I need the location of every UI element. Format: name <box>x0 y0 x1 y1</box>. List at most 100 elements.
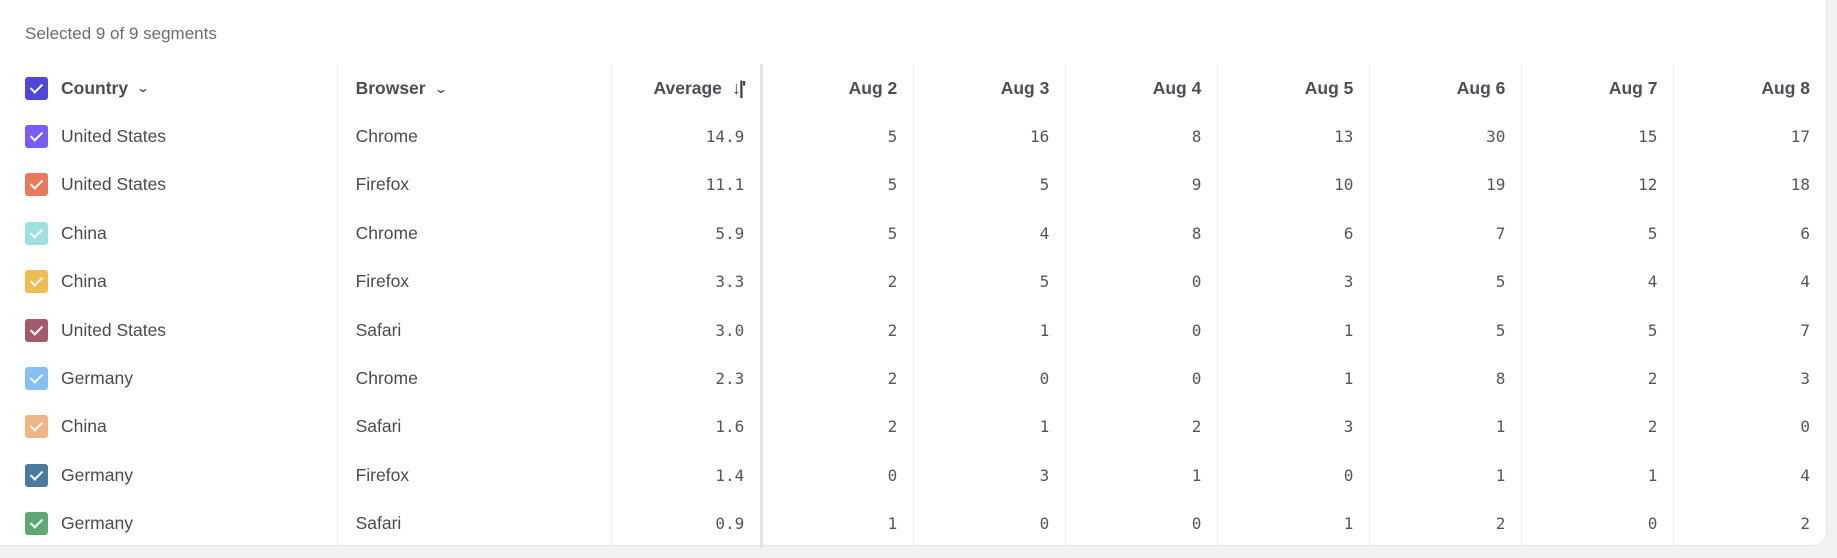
average-cell: 5.9 <box>610 209 764 258</box>
segment-checkbox[interactable] <box>25 367 48 391</box>
browser-header-label: Browser <box>355 78 426 99</box>
browser-column-header[interactable]: Browser ⌄ <box>336 64 612 113</box>
country-column-header[interactable]: Country ⌄ <box>0 64 337 112</box>
value-cell: 3 <box>913 451 1066 500</box>
segment-checkbox[interactable] <box>25 318 48 342</box>
country-label: Germany <box>61 513 133 534</box>
value-cell: 0 <box>1217 451 1370 500</box>
table-row[interactable]: China Safari 1.6 2 1 2 3 1 2 0 <box>0 402 1826 452</box>
browser-cell: Chrome <box>336 354 612 403</box>
value-cell: 0 <box>1065 499 1218 548</box>
country-label: Germany <box>61 464 133 485</box>
country-cell: China <box>0 258 337 306</box>
table-row[interactable]: United States Firefox 11.1 5 5 9 10 19 12 18 <box>0 160 1826 210</box>
country-cell: Germany <box>0 500 337 548</box>
date-column-header[interactable]: Aug 6 <box>1369 64 1522 113</box>
value-cell: 2 <box>1065 402 1218 452</box>
value-cell: 2 <box>1369 499 1522 548</box>
table-row[interactable]: United States Chrome 14.9 5 16 8 13 30 15 17 <box>0 112 1826 161</box>
date-column-header[interactable]: Aug 5 <box>1217 64 1370 113</box>
table-row[interactable]: China Chrome 5.9 5 4 8 6 7 5 6 <box>0 209 1826 258</box>
value-cell: 18 <box>1673 160 1826 210</box>
country-label: United States <box>61 174 167 195</box>
segment-checkbox[interactable] <box>25 173 48 197</box>
table-row[interactable]: Germany Safari 0.9 1 0 0 1 2 0 2 <box>0 499 1826 548</box>
average-cell: 1.6 <box>610 402 764 452</box>
value-cell: 0 <box>913 354 1066 403</box>
value-cell: 1 <box>1217 305 1370 355</box>
value-cell: 4 <box>1673 451 1826 500</box>
date-column-header[interactable]: Aug 2 <box>848 77 898 98</box>
value-cell: 15 <box>1521 112 1674 161</box>
value-cell: 12 <box>1521 160 1674 210</box>
country-label: China <box>61 271 107 292</box>
chevron-down-icon[interactable]: ⌄ <box>433 81 448 96</box>
segment-checkbox[interactable] <box>25 512 48 536</box>
value-cell: 1 <box>913 402 1066 452</box>
value-cell: 9 <box>1065 160 1218 210</box>
country-label: China <box>61 222 107 243</box>
value-cell: 8 <box>1369 354 1522 403</box>
value-cell: 7 <box>1369 209 1522 258</box>
date-column-header[interactable]: Aug 4 <box>1065 64 1218 113</box>
table-row[interactable]: China Firefox 3.3 2 5 0 3 5 4 4 <box>0 257 1826 306</box>
value-cell: 5 <box>1521 209 1674 258</box>
value-cell: 5 <box>1369 257 1522 306</box>
average-cell: 3.3 <box>610 257 764 306</box>
browser-cell: Safari <box>336 305 612 355</box>
browser-cell: Firefox <box>336 257 612 306</box>
date-column-header[interactable]: Aug 8 <box>1673 64 1826 113</box>
table-row[interactable]: Germany Chrome 2.3 2 0 0 1 8 2 3 <box>0 354 1826 403</box>
country-label: Germany <box>61 368 133 389</box>
chevron-down-icon[interactable]: ⌄ <box>136 81 151 96</box>
country-cell: Germany <box>0 451 337 499</box>
segment-checkbox[interactable] <box>25 221 48 245</box>
value-cell: 5 <box>887 223 898 243</box>
value-cell: 0 <box>1065 305 1218 355</box>
value-cell: 10 <box>1217 160 1370 210</box>
value-cell: 4 <box>913 209 1066 258</box>
value-cell: 4 <box>1673 257 1826 306</box>
value-cell: 8 <box>1065 112 1218 161</box>
segment-checkbox[interactable] <box>25 415 48 439</box>
value-cell: 2 <box>887 417 898 437</box>
country-label: United States <box>61 126 167 147</box>
browser-cell: Firefox <box>336 160 612 210</box>
value-cell: 1 <box>1217 499 1370 548</box>
country-header-label: Country <box>61 77 129 98</box>
date-column-header[interactable]: Aug 3 <box>913 64 1066 113</box>
value-cell: 7 <box>1673 305 1826 355</box>
average-cell: 0.9 <box>610 499 764 548</box>
value-cell: 3 <box>1217 402 1370 452</box>
value-cell: 6 <box>1673 209 1826 258</box>
value-cell: 3 <box>1673 354 1826 403</box>
average-cell: 1.4 <box>610 451 764 500</box>
segment-checkbox[interactable] <box>25 463 48 487</box>
sort-descending-icon[interactable]: ↓|' <box>731 77 746 98</box>
average-cell: 3.0 <box>610 305 764 355</box>
segment-checkbox[interactable] <box>25 125 48 149</box>
date-column-header[interactable]: Aug 7 <box>1521 64 1674 113</box>
value-cell: 5 <box>1521 305 1674 355</box>
selection-summary: Selected 9 of 9 segments <box>25 24 217 43</box>
value-cell: 19 <box>1369 160 1522 210</box>
country-label: United States <box>61 319 167 340</box>
value-cell: 5 <box>913 257 1066 306</box>
value-cell: 1 <box>913 305 1066 355</box>
select-all-checkbox[interactable] <box>25 76 48 100</box>
country-cell: United States <box>0 306 337 354</box>
value-cell: 17 <box>1673 112 1826 161</box>
value-cell: 1 <box>1521 451 1674 500</box>
value-cell: 2 <box>887 320 898 340</box>
average-cell: 14.9 <box>610 112 764 161</box>
value-cell: 5 <box>1369 305 1522 355</box>
browser-cell: Chrome <box>336 209 612 258</box>
value-cell: 16 <box>913 112 1066 161</box>
table-row[interactable]: Germany Firefox 1.4 0 3 1 0 1 1 4 <box>0 451 1826 500</box>
segment-checkbox[interactable] <box>25 270 48 294</box>
average-column-header[interactable]: Average ↓|' <box>610 64 764 113</box>
browser-cell: Safari <box>336 402 612 452</box>
average-cell: 11.1 <box>610 160 764 210</box>
table-row[interactable]: United States Safari 3.0 2 1 0 1 5 5 7 <box>0 305 1826 355</box>
value-cell: 3 <box>1217 257 1370 306</box>
